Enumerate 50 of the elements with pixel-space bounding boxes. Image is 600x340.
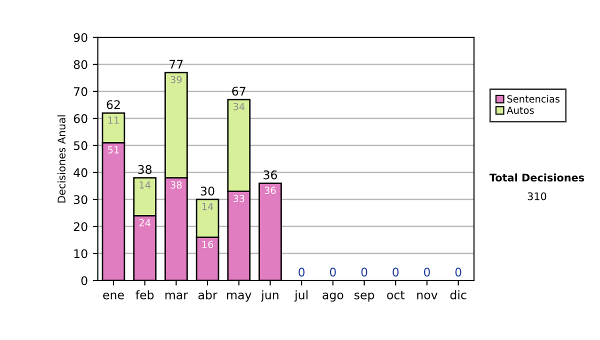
total-label: 62 [106,100,120,110]
total-label: 36 [264,170,277,180]
y-tick-label: 70 [74,87,88,96]
total-label: 67 [232,86,246,96]
total-label: 0 [455,268,462,277]
x-tick-label: may [227,292,252,302]
data-label: 38 [170,181,182,189]
x-tick-label: oct [387,290,405,300]
y-tick-label: 60 [74,114,88,124]
x-tick-label: dic [450,290,466,300]
text: 310 [528,192,546,200]
legend-label: Autos [506,106,534,114]
total-label: 0 [330,268,336,277]
y-axis-title: Decisiones Anual [57,115,66,202]
total-label: 30 [200,186,214,196]
x-tick-label: nov [417,292,438,300]
y-tick-label: 20 [74,222,88,232]
data-label: 36 [264,186,276,194]
data-label: 14 [202,203,214,210]
x-tick-label: jun [260,290,278,302]
x-tick-label: abr [198,290,218,300]
total-label: 77 [170,60,183,68]
total-label: 0 [298,268,305,277]
y-tick-label: 40 [74,168,88,178]
total-label: 0 [361,268,368,277]
x-tick-label: jul [294,290,308,302]
x-tick-label: sep [354,292,374,302]
total-label: 38 [138,165,152,174]
data-label: 33 [233,194,244,202]
data-label: 11 [108,116,119,124]
y-tick-label: 50 [74,141,88,150]
total-label: 0 [424,268,430,277]
legend-label: Sentencias [507,95,560,103]
y-tick-label: 80 [74,60,88,70]
y-tick-label: 90 [74,33,88,42]
text: Total Decisiones [489,173,584,182]
x-tick-label: ene [103,292,124,300]
x-tick-label: feb [136,290,154,300]
data-label: 51 [108,146,119,154]
data-label: 16 [202,240,214,248]
data-label: 24 [139,219,150,226]
data-label: 34 [233,102,245,110]
total-label: 0 [392,268,399,277]
x-tick-label: mar [165,292,188,300]
y-tick-label: 0 [81,276,88,286]
y-tick-label: 10 [74,249,88,258]
x-tick-label: ago [322,292,344,302]
y-tick-label: 30 [74,195,88,204]
data-label: 39 [170,76,182,84]
data-label: 14 [140,181,150,188]
